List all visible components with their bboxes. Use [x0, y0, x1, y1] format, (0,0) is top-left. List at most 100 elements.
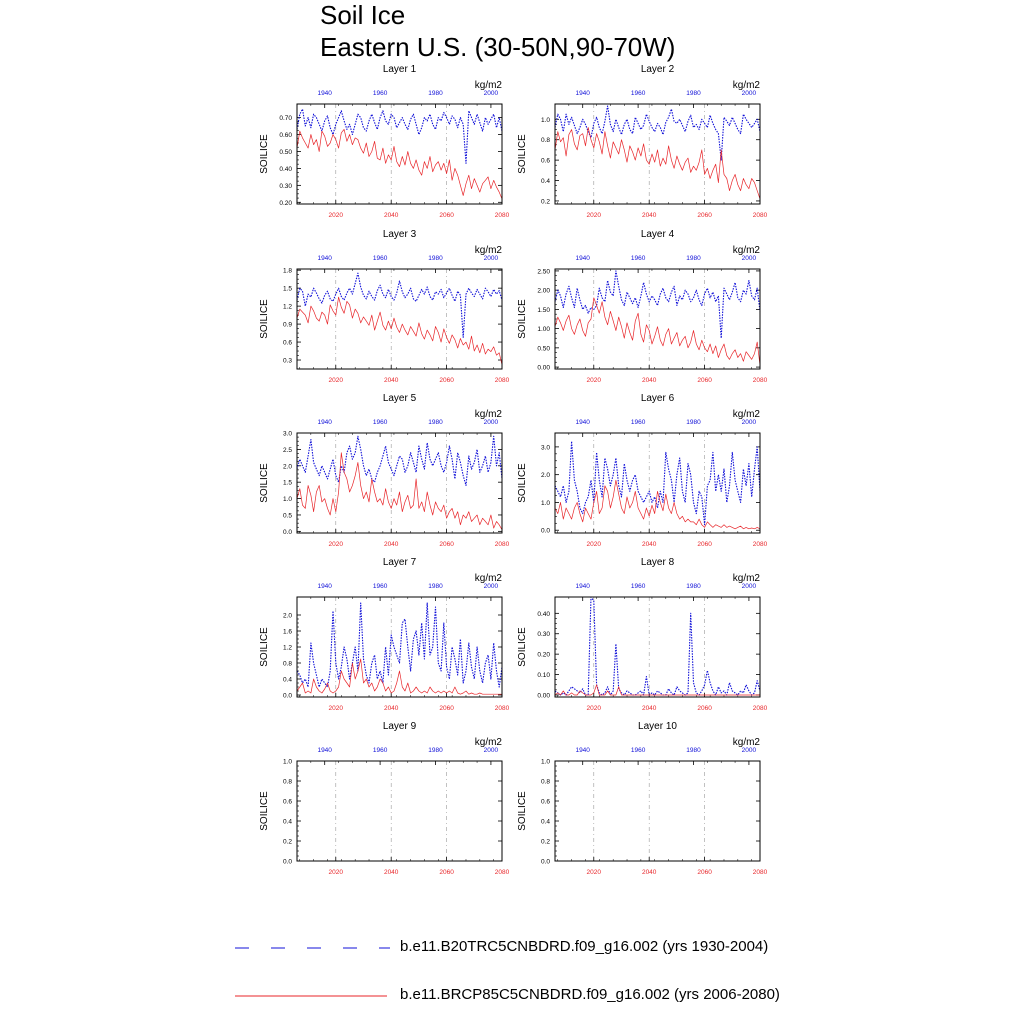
- x-top-tick-label: 1980: [686, 419, 701, 426]
- panel-title: Layer 3: [383, 229, 417, 240]
- y-tick-label: 0.00: [537, 692, 550, 699]
- panel-title: Layer 8: [641, 557, 675, 568]
- x-bottom-tick-label: 2060: [697, 377, 712, 384]
- series-hist-line: [296, 435, 503, 487]
- y-axis-label: SOILICE: [259, 463, 270, 503]
- y-tick-label: 1.0: [283, 496, 292, 503]
- panel-title: Layer 6: [641, 393, 675, 404]
- y-tick-label: 0.6: [283, 340, 292, 347]
- y-tick-label: 0.2: [541, 198, 550, 205]
- y-tick-label: 2.5: [283, 447, 292, 454]
- plot-frame: [554, 760, 761, 862]
- y-tick-label: 1.8: [283, 268, 292, 275]
- y-tick-label: 0.8: [283, 779, 292, 786]
- panel-7: Layer 7 kg/m2 SOILICE 0.0 0.4 0.8 1.2 1.6 2.0 202…: [259, 557, 510, 712]
- panel-title: Layer 2: [641, 64, 675, 75]
- panel-title: Layer 7: [383, 557, 417, 568]
- x-top-tick-label: 1940: [575, 419, 590, 426]
- x-top-tick-label: 2000: [484, 583, 499, 590]
- y-tick-label: 0.4: [283, 819, 292, 826]
- y-tick-label: 0.0: [541, 528, 550, 535]
- x-bottom-tick-label: 2040: [384, 541, 399, 548]
- y-tick-label: 1.2: [283, 645, 292, 652]
- y-tick-label: 0.0: [283, 693, 292, 700]
- y-tick-label: 1.6: [283, 629, 292, 636]
- x-bottom-tick-label: 2060: [697, 869, 712, 876]
- x-top-tick-label: 1940: [575, 255, 590, 262]
- y-tick-label: 0.40: [279, 166, 292, 173]
- x-top-tick-label: 1960: [373, 583, 388, 590]
- legend-future-label: b.e11.BRCP85C5CNBDRD.f09_g16.002 (yrs 20…: [400, 986, 780, 1003]
- x-bottom-tick-label: 2020: [329, 212, 344, 219]
- x-top-tick-label: 2000: [484, 747, 499, 754]
- y-axis-label: SOILICE: [517, 791, 528, 831]
- y-tick-label: 0.30: [279, 183, 292, 190]
- panel-3: Layer 3 kg/m2 SOILICE 0.3 0.6 0.9 1.2 1.5 1.8 202…: [259, 229, 510, 384]
- y-tick-label: 0.6: [541, 158, 550, 165]
- y-tick-label: 0.8: [541, 779, 550, 786]
- y-tick-label: 3.0: [283, 431, 292, 438]
- x-top-tick-label: 1980: [686, 255, 701, 262]
- x-bottom-tick-label: 2020: [587, 705, 602, 712]
- units-label: kg/m2: [733, 573, 761, 584]
- y-tick-label: 0.4: [541, 178, 550, 185]
- series-hist-line: [296, 602, 503, 688]
- y-tick-label: 1.00: [537, 326, 550, 333]
- y-tick-label: 0.50: [279, 149, 292, 156]
- chart-subtitle: Eastern U.S. (30-50N,90-70W): [320, 32, 676, 62]
- x-bottom-tick-label: 2080: [753, 869, 768, 876]
- y-tick-label: 0.4: [541, 819, 550, 826]
- x-bottom-tick-label: 2020: [329, 541, 344, 548]
- x-bottom-tick-label: 2020: [329, 377, 344, 384]
- x-bottom-tick-label: 2080: [495, 541, 510, 548]
- y-tick-label: 1.5: [283, 286, 292, 293]
- x-bottom-tick-label: 2080: [495, 377, 510, 384]
- x-top-tick-label: 1940: [317, 747, 332, 754]
- x-bottom-tick-label: 2080: [753, 541, 768, 548]
- x-top-tick-label: 1940: [317, 255, 332, 262]
- y-tick-label: 2.0: [541, 472, 550, 479]
- series-future-line: [296, 658, 502, 695]
- y-tick-label: 0.60: [279, 132, 292, 139]
- y-tick-label: 2.0: [283, 613, 292, 620]
- y-tick-label: 1.50: [537, 307, 550, 314]
- y-tick-label: 0.8: [541, 137, 550, 144]
- y-tick-label: 0.4: [283, 677, 292, 684]
- y-tick-label: 0.0: [283, 529, 292, 536]
- x-top-tick-label: 2000: [484, 90, 499, 97]
- panel-5: Layer 5 kg/m2 SOILICE 0.0 0.5 1.0 1.5 2.0 2.5 3.0…: [259, 393, 510, 548]
- plot-frame: [554, 103, 761, 205]
- x-top-tick-label: 1980: [428, 90, 443, 97]
- y-tick-label: 0.70: [279, 115, 292, 122]
- series-future-line: [554, 479, 761, 530]
- y-tick-label: 0.6: [541, 799, 550, 806]
- y-tick-label: 0.50: [537, 345, 550, 352]
- y-tick-label: 0.20: [279, 200, 292, 207]
- plot-frame: [554, 432, 761, 534]
- panel-6: Layer 6 kg/m2 SOILICE 0.0 1.0 2.0 3.0 2020 2040 2…: [517, 393, 768, 548]
- x-top-tick-label: 2000: [742, 583, 757, 590]
- units-label: kg/m2: [475, 737, 503, 748]
- x-top-tick-label: 1940: [317, 90, 332, 97]
- panel-8: Layer 8 kg/m2 SOILICE 0.00 0.10 0.20 0.30 0.40 2…: [517, 557, 768, 712]
- units-label: kg/m2: [733, 80, 761, 91]
- units-label: kg/m2: [475, 409, 503, 420]
- y-tick-label: 0.2: [541, 839, 550, 846]
- x-top-tick-label: 1980: [686, 747, 701, 754]
- x-bottom-tick-label: 2040: [384, 705, 399, 712]
- y-tick-label: 0.2: [283, 839, 292, 846]
- y-tick-label: 1.0: [541, 500, 550, 507]
- units-label: kg/m2: [475, 573, 503, 584]
- x-bottom-tick-label: 2040: [642, 705, 657, 712]
- panel-2: Layer 2 kg/m2 SOILICE 0.2 0.4 0.6 0.8 1.0 2020 20…: [517, 64, 768, 219]
- y-tick-label: 0.6: [283, 799, 292, 806]
- legend-future-line: [235, 995, 387, 997]
- plot-frame: [296, 268, 503, 370]
- x-top-tick-label: 1960: [373, 255, 388, 262]
- x-bottom-tick-label: 2040: [384, 212, 399, 219]
- x-top-tick-label: 1940: [575, 583, 590, 590]
- x-bottom-tick-label: 2080: [495, 212, 510, 219]
- y-tick-label: 3.0: [541, 444, 550, 451]
- x-bottom-tick-label: 2060: [439, 212, 454, 219]
- x-bottom-tick-label: 2060: [439, 869, 454, 876]
